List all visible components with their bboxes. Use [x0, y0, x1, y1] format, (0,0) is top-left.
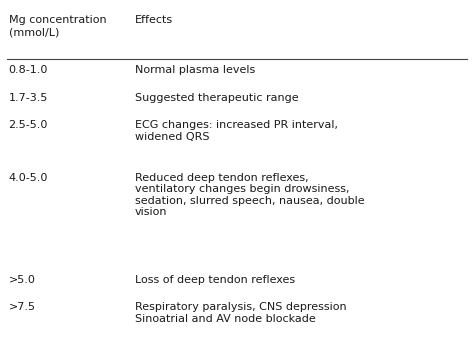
- Text: Normal plasma levels: Normal plasma levels: [135, 65, 255, 75]
- Text: Loss of deep tendon reflexes: Loss of deep tendon reflexes: [135, 275, 295, 284]
- Text: Mg concentration
(mmol/L): Mg concentration (mmol/L): [9, 15, 106, 37]
- Text: 4.0-5.0: 4.0-5.0: [9, 173, 48, 183]
- Text: >7.5: >7.5: [9, 302, 36, 312]
- Text: Effects: Effects: [135, 15, 173, 25]
- Text: 0.8-1.0: 0.8-1.0: [9, 65, 48, 75]
- Text: Suggested therapeutic range: Suggested therapeutic range: [135, 93, 299, 103]
- Text: >5.0: >5.0: [9, 275, 36, 284]
- Text: ECG changes: increased PR interval,
widened QRS: ECG changes: increased PR interval, wide…: [135, 120, 338, 142]
- Text: 2.5-5.0: 2.5-5.0: [9, 120, 48, 130]
- Text: Respiratory paralysis, CNS depression
Sinoatrial and AV node blockade: Respiratory paralysis, CNS depression Si…: [135, 302, 346, 324]
- Text: Reduced deep tendon reflexes,
ventilatory changes begin drowsiness,
sedation, sl: Reduced deep tendon reflexes, ventilator…: [135, 173, 365, 217]
- Text: 1.7-3.5: 1.7-3.5: [9, 93, 48, 103]
